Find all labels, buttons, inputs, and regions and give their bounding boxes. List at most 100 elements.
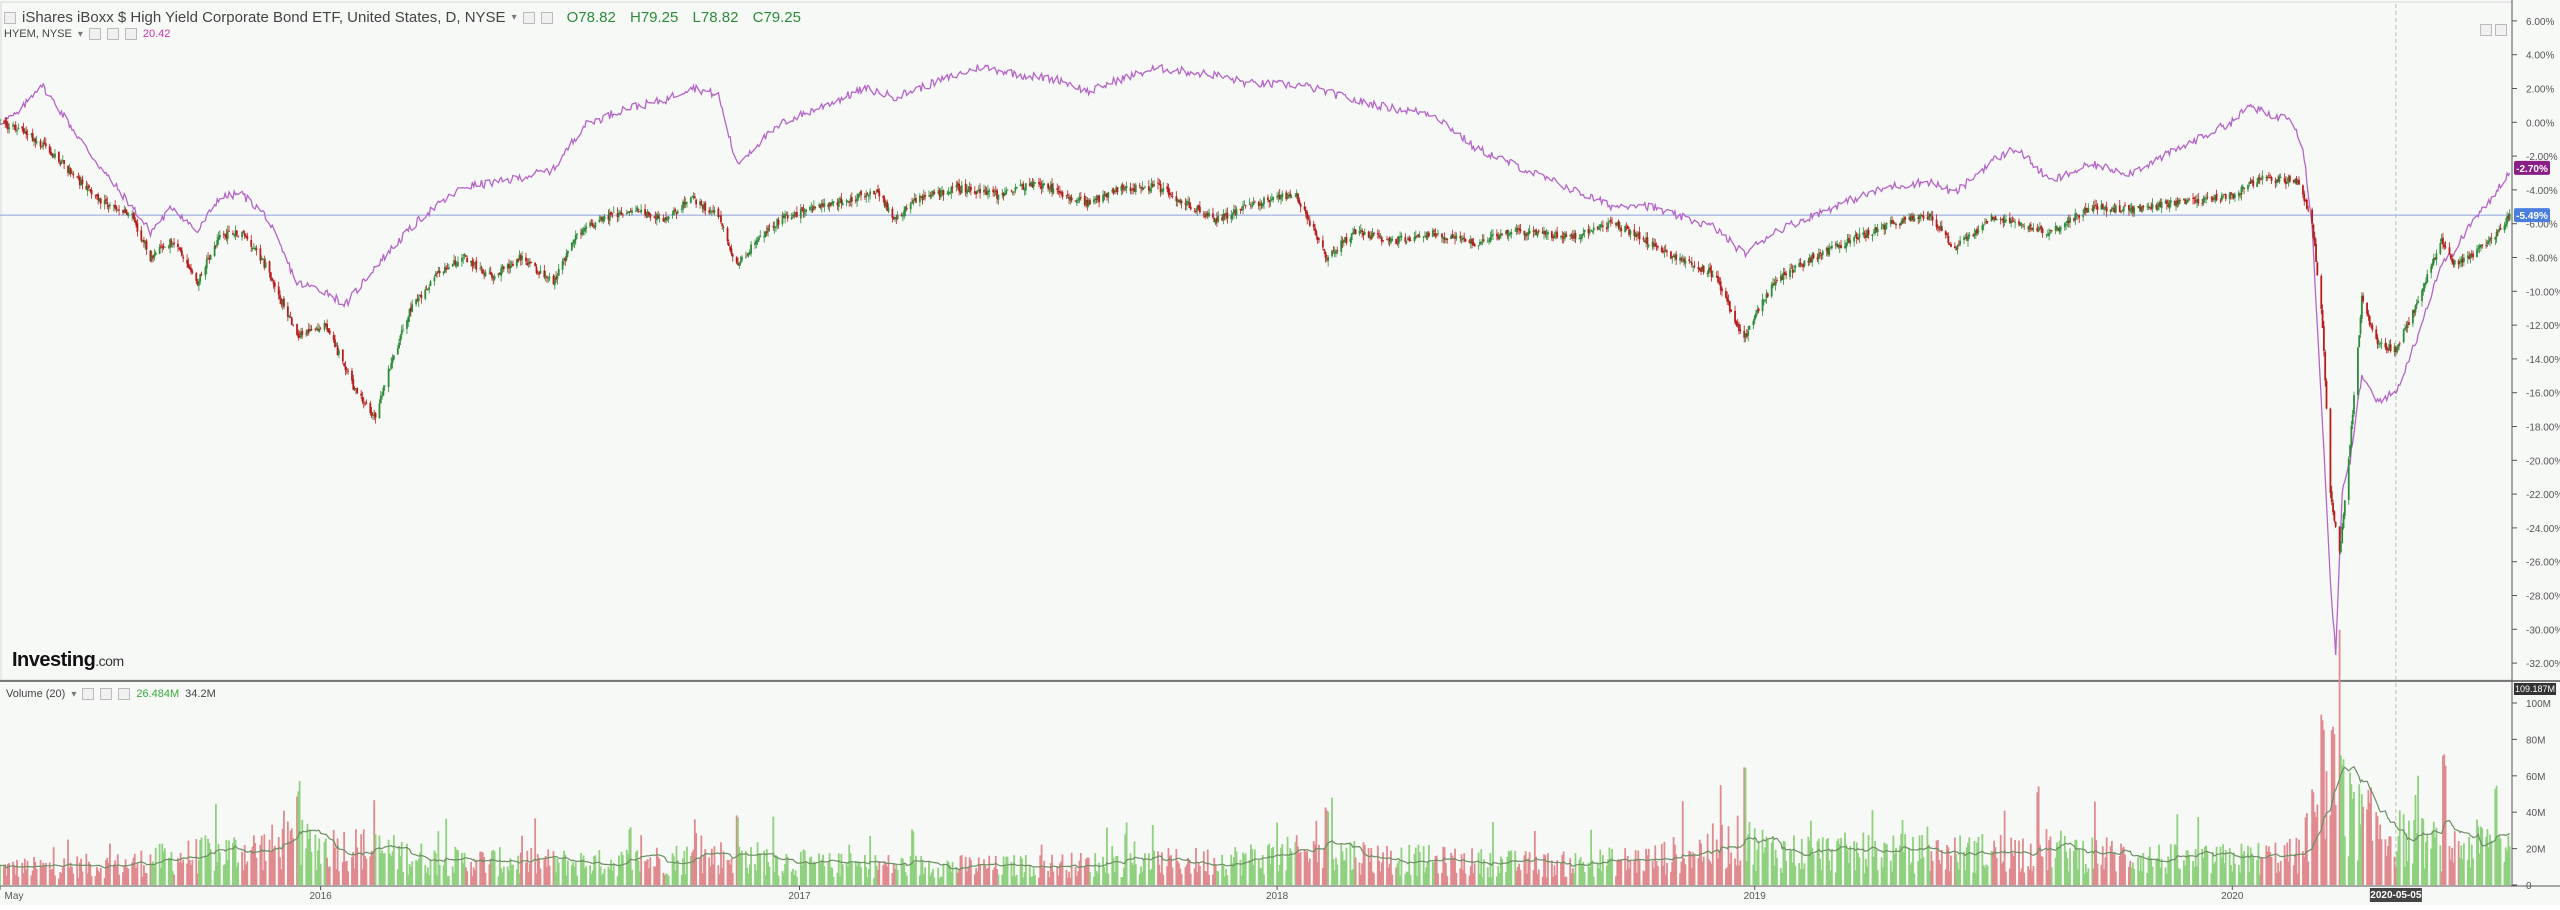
candle-body	[2462, 257, 2465, 262]
candle-body	[1230, 215, 1233, 220]
candle-body	[2205, 198, 2208, 200]
chevron-down-icon[interactable]: ▾	[77, 28, 83, 40]
volume-bar	[411, 861, 414, 885]
candle-body	[2288, 175, 2291, 182]
volume-bar	[1400, 847, 1403, 885]
candle-body	[2279, 177, 2282, 178]
candle-body	[169, 239, 172, 248]
volume-bar	[2086, 872, 2088, 885]
candle-body	[1295, 192, 1298, 198]
volume-bar	[1637, 850, 1640, 885]
candle-body	[2332, 502, 2334, 512]
volume-bar	[1993, 840, 1996, 885]
close-icon[interactable]	[124, 28, 137, 40]
volume-bar	[1171, 867, 1174, 885]
volume-bar	[675, 845, 678, 885]
volume-bar	[417, 858, 420, 885]
maximize-icon[interactable]	[2480, 24, 2492, 36]
y-tick-label: 0.00%	[2526, 118, 2554, 129]
candle-body	[1268, 199, 1271, 203]
candle-body	[2257, 177, 2260, 184]
candle-body	[1518, 228, 1521, 230]
candle-body	[2302, 185, 2304, 195]
volume-bar	[831, 867, 834, 885]
volume-bar	[525, 862, 527, 885]
candle-body	[996, 190, 998, 199]
volume-bar	[1413, 853, 1416, 885]
candle-body	[356, 387, 359, 394]
candle-body	[1626, 226, 1629, 229]
candle-body	[1422, 236, 1425, 238]
volume-bar	[793, 874, 796, 885]
settings-icon[interactable]	[82, 688, 95, 700]
volume-bar	[1065, 869, 1068, 885]
candle-body	[2278, 176, 2281, 182]
candle-body	[809, 207, 811, 210]
candle-body	[892, 217, 895, 220]
candle-body	[2058, 227, 2061, 232]
volume-bar	[718, 874, 721, 885]
candle-body	[2083, 208, 2086, 214]
candle-body	[2197, 198, 2200, 204]
volume-bar	[171, 870, 174, 885]
volume-bar	[2164, 867, 2167, 885]
visibility-icon[interactable]	[100, 688, 113, 700]
candle-body	[1179, 200, 1182, 204]
volume-bar	[1434, 856, 1437, 885]
candle-body	[315, 328, 318, 331]
volume-bar	[710, 848, 713, 885]
candle-body	[2128, 205, 2130, 211]
volume-bar	[1307, 862, 1310, 885]
visibility-icon[interactable]	[106, 28, 119, 40]
candle-body	[178, 247, 181, 249]
volume-bar	[425, 872, 428, 885]
volume-bar	[1157, 851, 1159, 885]
candle-body	[1102, 195, 1104, 202]
candle-body	[1316, 237, 1319, 241]
volume-bar	[2096, 863, 2099, 885]
close-icon[interactable]	[540, 11, 553, 24]
volume-bar	[2353, 791, 2355, 885]
volume-bar	[1738, 865, 1740, 885]
volume-bar	[1371, 871, 1374, 885]
candle-body	[1482, 239, 1485, 241]
candle-body	[512, 263, 514, 266]
candle-body	[1278, 194, 1281, 199]
candle-body	[1757, 308, 1760, 312]
candle-body	[1802, 264, 1805, 268]
candle-body	[1930, 215, 1933, 217]
volume-bar	[1855, 842, 1858, 885]
chevron-down-icon[interactable]: ▾	[511, 12, 517, 23]
volume-bar	[1616, 860, 1619, 885]
volume-tick-label: 0	[2526, 881, 2532, 892]
candle-body	[894, 216, 896, 219]
compare-series-line	[0, 63, 2511, 655]
volume-bar	[708, 857, 711, 885]
volume-bar	[103, 877, 106, 885]
volume-bar	[1469, 866, 1472, 885]
candle-body	[519, 254, 522, 261]
candle-body	[968, 186, 971, 193]
volume-bar	[1208, 874, 1210, 885]
collapse-icon[interactable]	[4, 11, 16, 24]
volume-bar	[1598, 868, 1600, 885]
volume-bar	[1909, 864, 1912, 885]
candle-body	[928, 195, 930, 197]
volume-bar	[2481, 828, 2484, 885]
volume-bar	[1700, 843, 1702, 885]
candle-body	[2203, 197, 2206, 200]
open-value: O78.82	[566, 9, 616, 26]
candle-body	[2376, 337, 2379, 344]
candle-body	[1592, 227, 1595, 231]
volume-bar	[1349, 842, 1352, 885]
visibility-icon[interactable]	[522, 11, 535, 24]
candle-body	[726, 228, 729, 242]
volume-bar	[35, 868, 38, 885]
settings-icon[interactable]	[88, 28, 101, 40]
chevron-down-icon[interactable]: ▾	[71, 688, 77, 700]
candle-body	[2287, 176, 2290, 183]
restore-icon[interactable]	[2495, 24, 2507, 36]
close-icon[interactable]	[118, 688, 131, 700]
